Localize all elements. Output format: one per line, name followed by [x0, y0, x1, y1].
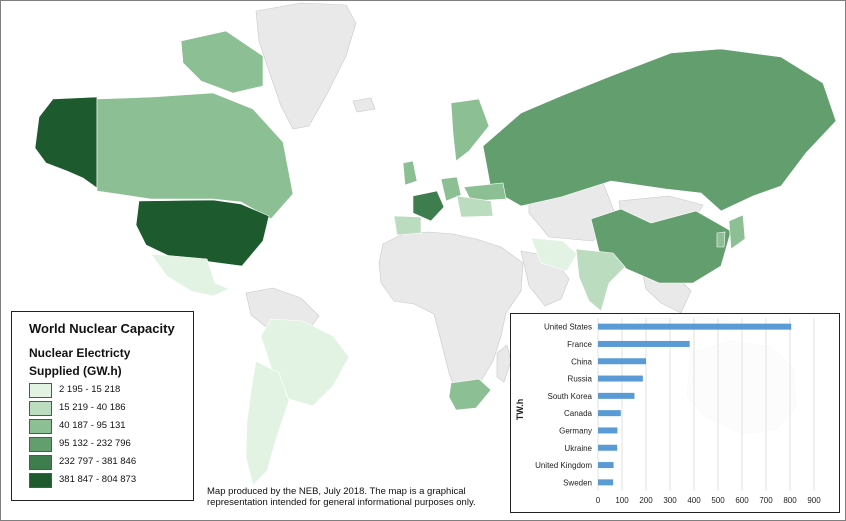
x-tick-label: 600: [735, 496, 749, 505]
bar: [598, 392, 635, 399]
x-tick-label: 100: [615, 496, 629, 505]
x-tick-label: 0: [596, 496, 601, 505]
pakistan-iran: [530, 237, 578, 272]
bar: [598, 340, 690, 347]
x-tick-label: 700: [759, 496, 773, 505]
category-label: Germany: [559, 426, 592, 435]
bar: [598, 358, 646, 365]
legend-title: World Nuclear Capacity: [29, 321, 175, 336]
inset-bar-chart: United States France China Russia South Kore…: [510, 313, 840, 513]
legend-swatch-5: [29, 455, 52, 470]
category-label: Canada: [564, 409, 593, 418]
greenland: [255, 2, 357, 130]
legend-swatch-1: [29, 383, 52, 398]
category-label: United Kingdom: [535, 461, 592, 470]
bar: [598, 479, 614, 486]
category-label: Russia: [568, 375, 593, 384]
x-tick-label: 900: [807, 496, 821, 505]
chart-tick-labels: 0 100 200 300 400 500 600 700 800 900: [596, 496, 821, 505]
mexico: [150, 253, 230, 297]
ukraine: [463, 182, 507, 202]
argentina: [245, 360, 290, 486]
legend-subtitle-line2: Supplied (GW.h): [29, 364, 122, 378]
x-tick-label: 500: [711, 496, 725, 505]
legend-label-1: 2 195 - 15 218: [59, 384, 121, 395]
south-korea: [716, 231, 726, 248]
japan: [728, 214, 746, 250]
x-tick-label: 200: [639, 496, 653, 505]
alaska: [34, 96, 98, 189]
canada-islands: [180, 30, 264, 94]
chart-category-labels: United States France China Russia South Kore…: [535, 323, 592, 488]
south-africa: [448, 378, 492, 411]
category-label: United States: [544, 323, 592, 332]
map-credit-line2: representation intended for general info…: [207, 497, 476, 508]
map-credit-line1: Map produced by the NEB, July 2018. The …: [207, 486, 466, 497]
russia: [482, 48, 837, 212]
category-label: Ukraine: [564, 444, 592, 453]
germany: [440, 176, 462, 202]
india: [575, 248, 626, 312]
legend: World Nuclear Capacity Nuclear Electrict…: [11, 311, 194, 501]
legend-swatch-3: [29, 419, 52, 434]
legend-label-3: 40 187 - 95 131: [59, 420, 126, 431]
x-tick-label: 800: [783, 496, 797, 505]
bar: [598, 375, 643, 382]
x-tick-label: 400: [687, 496, 701, 505]
chart-bars: [598, 323, 792, 486]
bar: [598, 410, 621, 417]
canada: [96, 92, 294, 220]
legend-label-6: 381 847 - 804 873: [59, 474, 137, 485]
france: [412, 190, 445, 222]
iceland: [352, 97, 376, 113]
africa: [378, 231, 524, 400]
category-label: South Korea: [548, 392, 593, 401]
bar: [598, 462, 614, 469]
legend-swatch-4: [29, 437, 52, 452]
legend-label-5: 232 797 - 381 846: [59, 456, 137, 467]
chart-axis-title: TW.h: [515, 399, 525, 421]
spain: [393, 215, 422, 236]
x-tick-label: 300: [663, 496, 677, 505]
united-states: [135, 199, 270, 267]
bar: [598, 444, 618, 451]
united-kingdom: [402, 160, 418, 186]
legend-label-4: 95 132 - 232 796: [59, 438, 131, 449]
bar-chart-svg: United States France China Russia South Kore…: [515, 318, 821, 505]
madagascar: [496, 344, 512, 383]
bar: [598, 427, 618, 434]
sweden-finland: [450, 98, 490, 162]
bar: [598, 323, 792, 330]
category-label: France: [567, 340, 592, 349]
map-credit: Map produced by the NEB, July 2018. The …: [207, 486, 507, 508]
central-europe: [456, 195, 494, 218]
legend-swatch-6: [29, 473, 52, 488]
legend-label-2: 15 219 - 40 186: [59, 402, 126, 413]
legend-subtitle-line1: Nuclear Electricty: [29, 346, 131, 360]
category-label: Sweden: [563, 478, 592, 487]
category-label: China: [571, 357, 592, 366]
legend-swatch-2: [29, 401, 52, 416]
